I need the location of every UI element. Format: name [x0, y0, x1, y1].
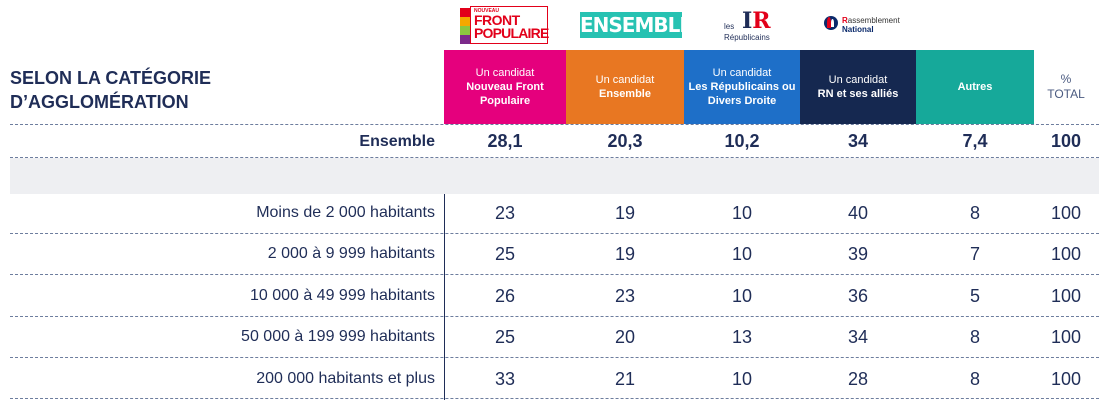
lr-mark-icon: IR [742, 8, 771, 34]
nfp-logo-line1: FRONT [474, 12, 520, 28]
cell-autres: 8 [969, 203, 980, 223]
header-nfp: Un candidat Nouveau Front Populaire [444, 50, 566, 124]
cell-nfp: 26 [494, 286, 516, 306]
rn-logo-r: R [842, 16, 848, 25]
rn-logo-line1-rest: assemblement [847, 16, 900, 25]
cell-rn: 34 [847, 327, 869, 347]
overall-value-nfp: 28,1 [487, 131, 523, 151]
header-lr-sub: Un candidat [712, 67, 772, 79]
cell-lr: 10 [731, 244, 753, 264]
cell-rn: 28 [847, 369, 869, 389]
header-total: % TOTAL [1034, 72, 1098, 102]
cell-rn: 36 [847, 286, 869, 306]
header-nfp-name: Nouveau Front Populaire [466, 81, 544, 107]
nfp-logo-box: NOUVEAU FRONT POPULAIRE [470, 6, 549, 44]
overall-value-lr: 10,2 [724, 131, 760, 151]
header-rn-name: RN et ses alliés [817, 88, 899, 100]
cell-total: 100 [1050, 327, 1082, 347]
nfp-color-bars [460, 8, 470, 44]
rn-flame-white [831, 19, 834, 27]
cell-ensemble: 19 [614, 244, 636, 264]
row-label: 10 000 à 49 999 habitants [249, 287, 435, 304]
cell-total: 100 [1050, 203, 1082, 223]
cell-nfp: 25 [494, 327, 516, 347]
cell-lr: 13 [731, 327, 753, 347]
rn-logo-line1: Rassemblement [842, 16, 900, 25]
header-autres-name: Autres [957, 81, 993, 93]
rn-logo: Rassemblement National [822, 2, 917, 44]
header-ensemble-name: Ensemble [599, 88, 651, 100]
ensemble-logo: ENSEMBLE [580, 12, 693, 38]
header-rn-sub: Un candidat [828, 74, 888, 86]
nfp-logo-line2: POPULAIRE [474, 25, 549, 41]
cell-lr: 10 [731, 369, 753, 389]
cell-total: 100 [1050, 244, 1082, 264]
divider-row-2 [10, 274, 1099, 275]
overall-value-rn: 34 [847, 131, 869, 151]
divider-row-3 [10, 316, 1099, 317]
nfp-logo-small: NOUVEAU [474, 8, 500, 14]
cell-lr: 10 [731, 203, 753, 223]
cell-autres: 7 [969, 244, 980, 264]
nfp-logo: NOUVEAU FRONT POPULAIRE [460, 2, 549, 44]
lr-logo: IR les Républicains [722, 2, 782, 44]
spacer-band [10, 158, 1099, 194]
cell-total: 100 [1050, 286, 1082, 306]
cell-ensemble: 23 [614, 286, 636, 306]
cell-ensemble: 21 [614, 369, 636, 389]
table-title-line1: SELON LA CATÉGORIE [10, 68, 212, 88]
cell-nfp: 33 [494, 369, 516, 389]
cell-autres: 5 [969, 286, 980, 306]
row-label: 2 000 à 9 999 habitants [267, 245, 435, 262]
header-lr: Un candidat Les Républicains ou Divers D… [684, 50, 800, 124]
divider-overall [10, 157, 1099, 158]
cell-autres: 8 [969, 327, 980, 347]
header-total-line2: TOTAL [1047, 87, 1085, 101]
lr-logo-rep: Républicains [724, 33, 770, 42]
cell-lr: 10 [731, 286, 753, 306]
header-nfp-sub: Un candidat [475, 67, 535, 79]
header-total-line1: % [1060, 72, 1072, 86]
header-rn: Un candidat RN et ses alliés [800, 50, 916, 124]
header-lr-name: Les Républicains ou Divers Droite [688, 81, 796, 107]
cell-nfp: 25 [494, 244, 516, 264]
table-title: SELON LA CATÉGORIE D’AGGLOMÉRATION [10, 66, 211, 114]
divider-header [10, 124, 1099, 125]
header-ensemble-sub: Un candidat [595, 74, 655, 86]
rn-flame-red [827, 17, 831, 28]
row-label: Moins de 2 000 habitants [256, 204, 435, 221]
cell-rn: 40 [847, 203, 869, 223]
overall-label: Ensemble [359, 133, 435, 150]
header-ensemble: Un candidat Ensemble [566, 50, 684, 124]
divider-row-1 [10, 233, 1099, 234]
table-title-line2: D’AGGLOMÉRATION [10, 92, 189, 112]
row-label: 50 000 à 199 999 habitants [241, 328, 435, 345]
label-separator [444, 194, 445, 400]
overall-total: 100 [1050, 131, 1082, 151]
cell-ensemble: 19 [614, 203, 636, 223]
row-label: 200 000 habitants et plus [256, 370, 435, 387]
lr-logo-les: les [724, 22, 735, 31]
cell-ensemble: 20 [614, 327, 636, 347]
overall-value-autres: 7,4 [962, 131, 988, 151]
divider-row-5 [10, 398, 1099, 399]
cell-autres: 8 [969, 369, 980, 389]
divider-row-4 [10, 357, 1099, 358]
overall-value-ensemble: 20,3 [607, 131, 643, 151]
cell-total: 100 [1050, 369, 1082, 389]
rn-logo-line2: National [842, 25, 874, 34]
header-autres: Autres [916, 50, 1034, 124]
cell-rn: 39 [847, 244, 869, 264]
cell-nfp: 23 [494, 203, 516, 223]
